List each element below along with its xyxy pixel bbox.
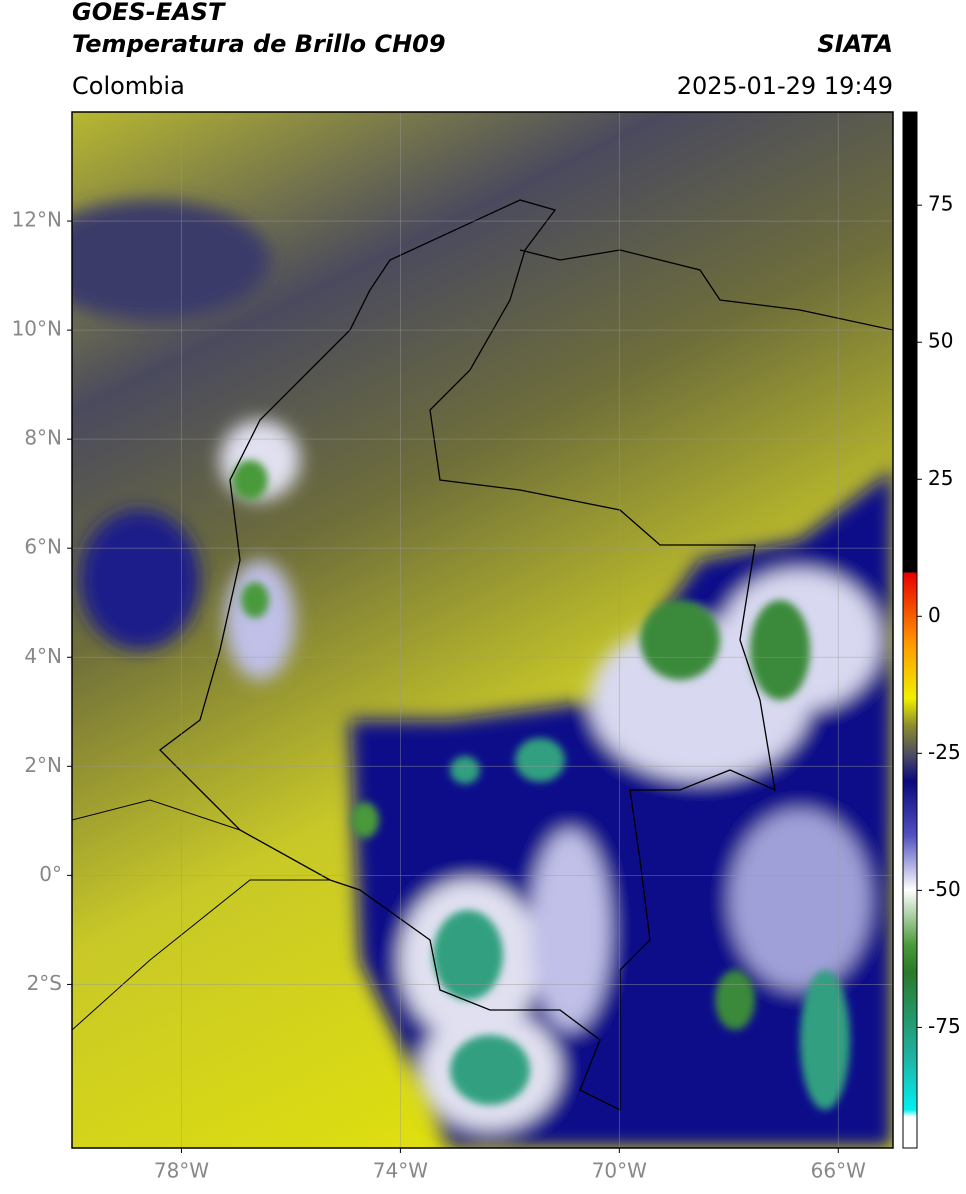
datetime: 2025-01-29 19:49 [677, 72, 893, 100]
colorbar-tick-label: -50 [928, 877, 961, 901]
x-tick-label: 70°W [592, 1159, 647, 1183]
colorbar-tick-label: -25 [928, 740, 961, 764]
map-frame [71, 111, 894, 1149]
colorbar-tick-label: -75 [928, 1014, 961, 1038]
colorbar-tick-label: 25 [928, 466, 953, 490]
satellite-image [72, 112, 893, 1148]
colorbar-tick-label: 75 [928, 192, 953, 216]
y-tick-label: 10°N [12, 317, 62, 341]
y-tick-label: 12°N [12, 208, 62, 232]
x-tick-label: 74°W [373, 1159, 428, 1183]
region: Colombia [72, 72, 185, 100]
grid [72, 112, 893, 1148]
source: SIATA [817, 30, 893, 58]
subtitle: Temperatura de Brillo CH09 [72, 30, 446, 58]
y-tick-label: 8°N [24, 426, 62, 450]
y-tick-label: 4°N [24, 644, 62, 668]
colorbar-tick-label: 50 [928, 329, 953, 353]
x-tick-label: 66°W [811, 1159, 866, 1183]
x-tick-label: 78°W [154, 1159, 209, 1183]
colorbar [902, 111, 918, 1149]
colorbar-tick-label: 0 [928, 603, 941, 627]
y-tick-label: 2°S [27, 971, 62, 995]
y-tick-label: 0° [39, 862, 62, 886]
y-tick-label: 2°N [24, 753, 62, 777]
title: GOES-EAST [72, 0, 226, 26]
y-tick-label: 6°N [24, 535, 62, 559]
